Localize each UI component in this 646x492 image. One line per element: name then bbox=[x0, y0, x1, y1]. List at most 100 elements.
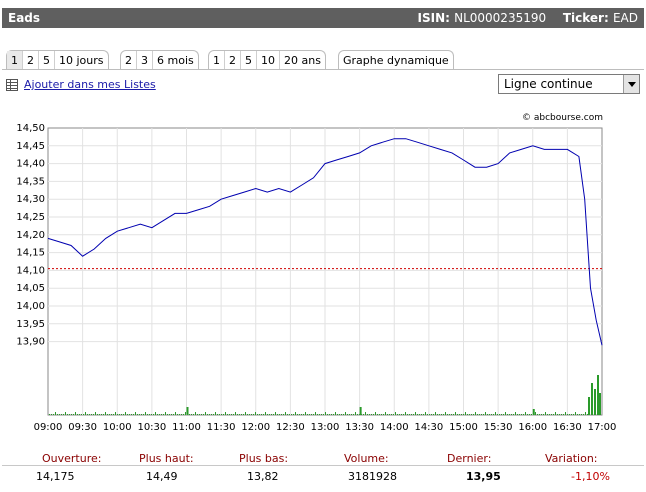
volume-bar bbox=[323, 414, 324, 415]
volume-bar bbox=[375, 412, 376, 415]
tab-2-months[interactable]: 2 bbox=[121, 51, 137, 70]
volume-bar bbox=[537, 414, 538, 415]
volume-bar bbox=[351, 414, 352, 415]
volume-bar bbox=[433, 414, 434, 415]
volume-bar bbox=[51, 414, 52, 415]
y-tick-label: 14,10 bbox=[16, 265, 45, 276]
volume-bar bbox=[532, 409, 535, 415]
y-tick-label: 14,00 bbox=[16, 301, 45, 312]
tab-10-years[interactable]: 10 bbox=[257, 51, 280, 70]
volume-bar bbox=[425, 412, 426, 415]
volume-bar bbox=[53, 414, 54, 415]
volume-bar bbox=[427, 414, 428, 415]
tab-20-years[interactable]: 20 ans bbox=[284, 54, 321, 67]
volume-bar bbox=[169, 414, 170, 415]
volume-bar bbox=[101, 414, 102, 415]
volume-bar bbox=[137, 414, 138, 415]
volume-bar bbox=[67, 414, 68, 415]
tab-2-days[interactable]: 2 bbox=[23, 51, 39, 70]
volume-bar bbox=[445, 412, 446, 415]
volume-bar bbox=[523, 414, 524, 415]
volume-bar bbox=[127, 414, 128, 415]
volume-bar bbox=[253, 414, 254, 415]
add-to-lists-link[interactable]: Ajouter dans mes Listes bbox=[24, 78, 156, 91]
volume-bar bbox=[461, 414, 462, 415]
volume-bar bbox=[385, 412, 386, 415]
stat-low: 13,82 bbox=[247, 470, 279, 483]
volume-bar bbox=[413, 414, 414, 415]
volume-bar bbox=[525, 412, 526, 415]
chart-type-select[interactable]: Ligne continue bbox=[498, 74, 640, 94]
volume-bar bbox=[343, 414, 344, 415]
volume-bar bbox=[417, 414, 418, 415]
volume-bar bbox=[541, 414, 542, 415]
volume-bar bbox=[59, 414, 60, 415]
volume-bar bbox=[111, 414, 112, 415]
isin-label: ISIN: bbox=[417, 11, 450, 25]
tab-1-day[interactable]: 1 bbox=[7, 51, 23, 70]
tab-1-year[interactable]: 1 bbox=[209, 51, 225, 70]
x-tick-label: 16:00 bbox=[518, 422, 547, 433]
volume-bar bbox=[103, 414, 104, 415]
stat-volume: 3181928 bbox=[348, 470, 397, 483]
y-tick-label: 14,45 bbox=[16, 141, 45, 152]
volume-bar bbox=[477, 414, 478, 415]
volume-bar bbox=[271, 414, 272, 415]
volume-bar bbox=[171, 414, 172, 415]
volume-bar bbox=[333, 414, 334, 415]
volume-bar bbox=[183, 414, 184, 415]
stat-last: 13,95 bbox=[466, 470, 501, 483]
volume-bar bbox=[79, 414, 80, 415]
volume-bar bbox=[471, 414, 472, 415]
volume-bar bbox=[491, 414, 492, 415]
volume-bar bbox=[393, 414, 394, 415]
volume-bar bbox=[319, 414, 320, 415]
volume-bar bbox=[121, 414, 122, 415]
volume-bar bbox=[211, 414, 212, 415]
tab-3-months[interactable]: 3 bbox=[137, 51, 153, 70]
volume-bar bbox=[421, 414, 422, 415]
tabs-divider bbox=[2, 69, 644, 70]
volume-bar bbox=[117, 414, 118, 415]
tabs-years: 1 2 5 10 20 ans bbox=[208, 50, 326, 70]
volume-bar bbox=[473, 414, 474, 415]
tab-5-years[interactable]: 5 bbox=[241, 51, 257, 70]
volume-bar bbox=[267, 414, 268, 415]
volume-bar bbox=[93, 414, 94, 415]
volume-bar bbox=[331, 414, 332, 415]
volume-bar bbox=[341, 414, 342, 415]
volume-bar bbox=[219, 414, 220, 415]
volume-bar bbox=[335, 412, 336, 415]
volume-bar bbox=[115, 412, 116, 415]
volume-bar bbox=[293, 414, 294, 415]
volume-bar bbox=[131, 414, 132, 415]
tab-6-months[interactable]: 6 mois bbox=[157, 54, 194, 67]
tab-10-days[interactable]: 10 jours bbox=[59, 54, 104, 67]
volume-bar bbox=[501, 414, 502, 415]
volume-bar bbox=[397, 414, 398, 415]
tab-dynamic-chart[interactable]: Graphe dynamique bbox=[343, 54, 449, 67]
volume-bar bbox=[437, 414, 438, 415]
volume-bar bbox=[583, 414, 584, 415]
volume-bar bbox=[543, 414, 544, 415]
volume-bar bbox=[107, 414, 108, 415]
volume-bar bbox=[287, 414, 288, 415]
volume-bar bbox=[443, 414, 444, 415]
volume-bar bbox=[105, 412, 106, 415]
volume-bar bbox=[489, 414, 490, 415]
volume-bar bbox=[307, 414, 308, 415]
volume-bar bbox=[557, 414, 558, 415]
volume-bar bbox=[145, 412, 146, 415]
tab-2-years[interactable]: 2 bbox=[225, 51, 241, 70]
volume-bar bbox=[203, 414, 204, 415]
chevron-down-icon[interactable] bbox=[623, 75, 639, 93]
volume-bar bbox=[435, 412, 436, 415]
chart-type-value: Ligne continue bbox=[504, 77, 593, 91]
volume-bar bbox=[255, 412, 256, 415]
tab-5-days[interactable]: 5 bbox=[39, 51, 55, 70]
volume-bar bbox=[215, 412, 216, 415]
volume-bar bbox=[451, 414, 452, 415]
volume-bar bbox=[407, 414, 408, 415]
volume-bar bbox=[463, 414, 464, 415]
volume-bar bbox=[175, 412, 176, 415]
